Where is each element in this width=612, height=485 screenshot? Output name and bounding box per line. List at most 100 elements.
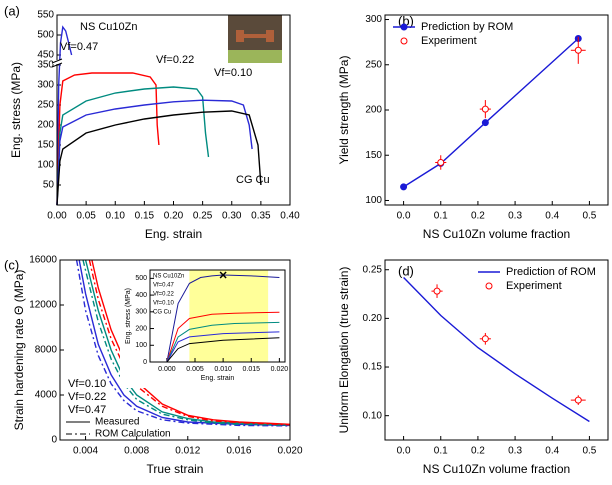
y-tick-label: 0.15 xyxy=(363,362,383,373)
legend-label: ROM Calculation xyxy=(95,429,171,440)
x-axis-title: Eng. strain xyxy=(201,375,235,382)
x-tick-label: 0.015 xyxy=(242,366,260,373)
legend-label: Prediction of ROM xyxy=(506,266,596,278)
inset-photo xyxy=(228,15,282,63)
series-label: Vf=0.22 xyxy=(68,391,106,403)
legend-marker xyxy=(485,282,493,290)
series-label: NS Cu10Zn xyxy=(153,274,184,280)
x-tick-label: 0.00 xyxy=(47,211,67,222)
photo-ruler xyxy=(228,50,282,63)
x-tick-label: 0.20 xyxy=(164,211,184,222)
y-tick-label: 500 xyxy=(135,275,147,282)
x-tick-label: 0.008 xyxy=(124,446,149,457)
y-tick-label: 200 xyxy=(135,325,147,332)
series-label: Vf=0.10 xyxy=(214,67,252,79)
y-tick-label: 0.20 xyxy=(363,313,383,324)
series-label: Vf=0.47 xyxy=(153,283,175,289)
y-tick-label: 4000 xyxy=(35,390,58,401)
series-line xyxy=(166,321,280,363)
panel-label: (c) xyxy=(4,257,19,272)
series-label: Vf=0.10 xyxy=(68,378,106,390)
y-tick-label: 150 xyxy=(37,140,54,151)
series-label: CG Cu xyxy=(153,310,171,316)
x-axis-title: NS Cu10Zn volume fraction xyxy=(423,462,570,476)
series-line xyxy=(56,86,210,206)
series-line xyxy=(403,277,590,423)
x-tick-label: 0.05 xyxy=(76,211,96,222)
series-line xyxy=(56,25,73,206)
y-tick-label: 150 xyxy=(365,150,382,161)
legend-label: Measured xyxy=(95,417,139,428)
x-axis-title: True strain xyxy=(147,462,204,476)
panel-label: (a) xyxy=(4,3,20,18)
series-label: Vf=0.10 xyxy=(153,301,175,307)
x-tick-label: 0.25 xyxy=(193,211,213,222)
series-line xyxy=(403,37,579,188)
x-tick-label: 0.012 xyxy=(175,446,200,457)
y-axis-title: Strain hardening rate Θ (MPa) xyxy=(12,270,26,431)
legend-marker xyxy=(400,23,408,31)
data-point xyxy=(481,335,489,343)
y-tick-label: 0 xyxy=(143,359,147,366)
y-tick-label: 0.10 xyxy=(363,410,383,421)
x-tick-label: 0.3 xyxy=(508,211,522,222)
y-tick-label: 350 xyxy=(37,60,54,71)
x-tick-label: 0.1 xyxy=(434,446,448,457)
x-tick-label: 0.000 xyxy=(158,366,176,373)
x-tick-label: 0.3 xyxy=(508,446,522,457)
x-tick-label: 0.10 xyxy=(106,211,126,222)
x-tick-label: 0.4 xyxy=(545,211,559,222)
x-tick-label: 0.010 xyxy=(214,366,232,373)
panel: 0.004 0.008 0.012 0.016 0.020040008000120001… xyxy=(4,255,303,477)
x-tick-label: 0.2 xyxy=(471,211,485,222)
plot-frame xyxy=(149,269,286,363)
series-label: Vf=0.47 xyxy=(60,41,98,53)
series-line xyxy=(56,110,262,206)
x-tick-label: 0.5 xyxy=(582,211,596,222)
y-tick-label: 550 xyxy=(37,10,54,21)
plot-frame xyxy=(59,259,291,441)
y-tick-label: 100 xyxy=(365,195,382,206)
x-tick-label: 0.40 xyxy=(280,211,300,222)
series-label: Vf=0.22 xyxy=(156,54,194,66)
y-tick-label: 0 xyxy=(51,435,57,446)
plot-frame xyxy=(384,259,609,441)
series-label: Vf=0.47 xyxy=(68,404,106,416)
y-axis-title: Eng. stress (MPa) xyxy=(125,288,132,344)
plot-frame xyxy=(56,14,291,206)
series-line xyxy=(82,259,291,427)
legend-label: Experiment xyxy=(421,35,477,47)
y-tick-label: 100 xyxy=(135,342,147,349)
legend-label: Prediction by ROM xyxy=(421,21,513,33)
x-axis-title: NS Cu10Zn volume fraction xyxy=(423,227,570,241)
y-tick-label: 12000 xyxy=(29,300,57,311)
panel: 0.0 0.1 0.2 0.3 0.4 0.5 0.10 0.15 0.20 0.25 NS Cu1… xyxy=(337,259,609,476)
data-point xyxy=(400,183,408,191)
marker-point xyxy=(219,271,227,279)
data-point xyxy=(433,287,441,295)
y-axis-title: Eng. stress (MPa) xyxy=(9,62,23,158)
x-tick-label: 0.005 xyxy=(186,366,204,373)
x-tick-label: 0.016 xyxy=(226,446,251,457)
y-tick-label: 16000 xyxy=(29,255,57,266)
y-tick-label: 450 xyxy=(37,50,54,61)
y-axis-title: Yield strength (MPa) xyxy=(337,56,351,165)
series-line xyxy=(166,274,280,363)
legend-label: Experiment xyxy=(506,280,562,292)
x-tick-label: 0.020 xyxy=(271,366,289,373)
panel: 0.00 0.05 0.10 0.15 0.20 0.25 0.30 0.35 0.40 50 10… xyxy=(4,3,300,241)
x-tick-label: 0.0 xyxy=(397,211,411,222)
x-tick-label: 0.15 xyxy=(135,211,155,222)
plot-frame xyxy=(384,14,609,206)
data-point xyxy=(574,396,582,404)
axis-break xyxy=(51,58,63,68)
data-point xyxy=(574,46,582,54)
series-line xyxy=(88,259,291,426)
series-line xyxy=(78,259,291,427)
data-point xyxy=(481,105,489,113)
series-label: CG Cu xyxy=(236,174,270,186)
y-tick-label: 200 xyxy=(365,105,382,116)
series-line xyxy=(166,337,280,363)
y-tick-label: 0.25 xyxy=(363,264,383,275)
panel: 0.0 0.1 0.2 0.3 0.4 0.5 100 150 200 250 300 NS Cu10… xyxy=(337,13,609,241)
